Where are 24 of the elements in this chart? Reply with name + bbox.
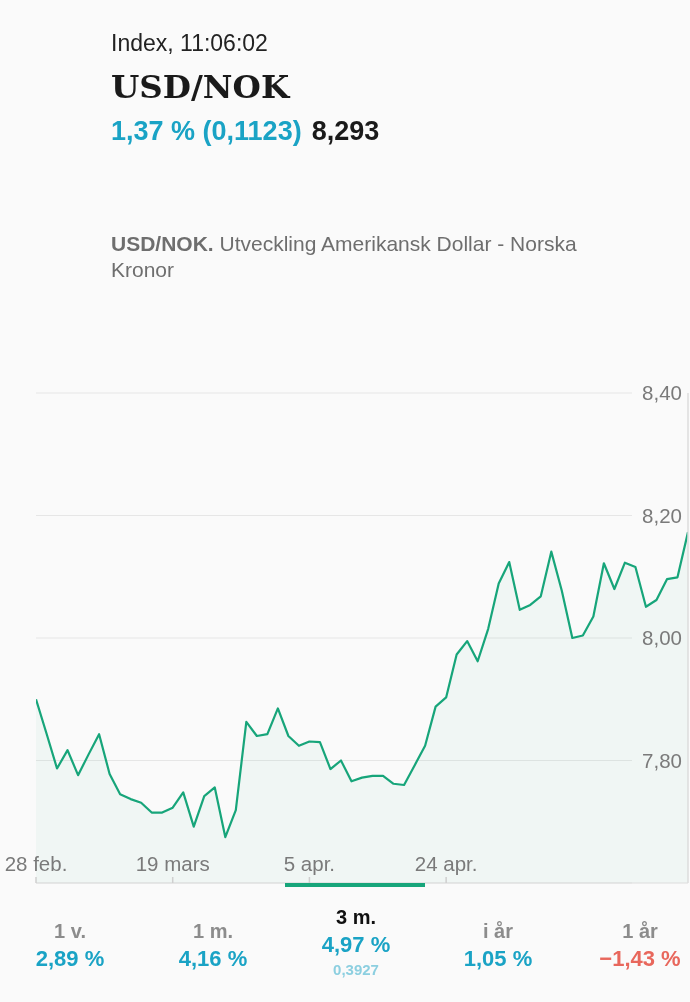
y-tick-label: 8,40 bbox=[642, 381, 682, 405]
x-tick-label: 5 apr. bbox=[283, 852, 336, 875]
y-tick-label: 8,00 bbox=[642, 626, 682, 650]
text: 0,3927 bbox=[333, 961, 379, 978]
text: 1,37 % (0,1123) bbox=[111, 116, 302, 146]
x-tick-label: 28 feb. bbox=[4, 852, 68, 875]
text: 4,97 % bbox=[321, 932, 391, 957]
text: i år bbox=[482, 920, 514, 942]
x-tick-label: 19 mars bbox=[135, 852, 210, 875]
text: USD/NOK. Utveckling Amerikansk Dollar - Norska Kronor bbox=[111, 232, 577, 281]
text: 1 år bbox=[622, 920, 658, 942]
text: 3 m. bbox=[335, 906, 377, 928]
text: 1 v. bbox=[54, 920, 86, 942]
text: 8,293 bbox=[311, 116, 380, 146]
text: 2,89 % bbox=[35, 946, 105, 971]
text: 1,05 % bbox=[463, 946, 533, 971]
text: −1,43 % bbox=[599, 946, 681, 971]
text: Index, 11:06:02 bbox=[111, 30, 268, 56]
y-tick-label: 7,80 bbox=[642, 748, 682, 772]
y-tick-label: 8,20 bbox=[642, 503, 682, 527]
x-tick-label: 24 apr. bbox=[414, 852, 478, 875]
text: 4,16 % bbox=[178, 946, 248, 971]
chart-title: USD/NOK bbox=[111, 67, 290, 106]
text: 1 m. bbox=[192, 920, 234, 942]
